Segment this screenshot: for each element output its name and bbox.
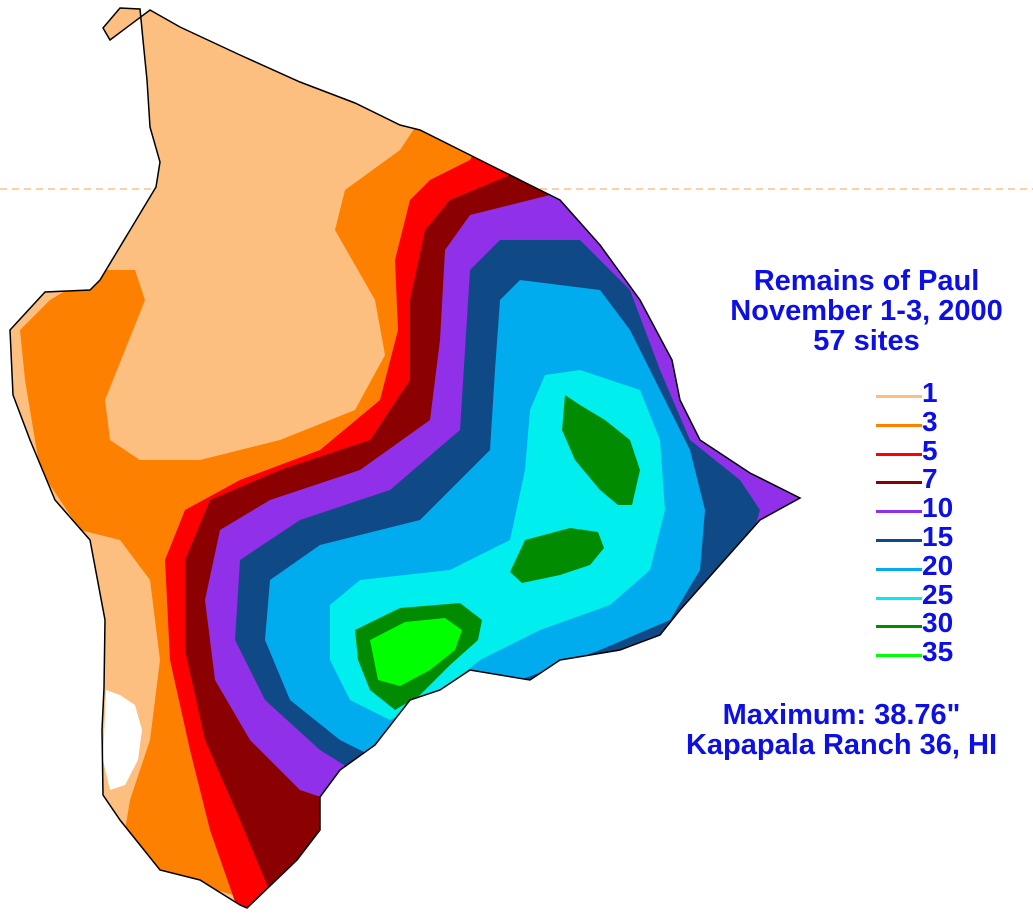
title-date-range: November 1-3, 2000 (730, 295, 1003, 327)
map-title: Remains of Paul November 1-3, 2000 57 si… (700, 266, 1033, 356)
legend-item: 1 (872, 377, 992, 408)
rainfall-contours (10, 8, 800, 908)
contour-band-30-north (562, 395, 640, 505)
legend-label: 7 (922, 463, 938, 495)
legend-swatch (876, 395, 922, 398)
legend-label: 15 (922, 520, 954, 552)
maximum-station: Kapapala Ranch 36, HI (685, 729, 998, 761)
legend-item: 3 (872, 405, 992, 437)
legend-swatch (876, 654, 922, 658)
legend-item: 5 (872, 434, 992, 466)
legend-swatch (876, 596, 922, 600)
title-storm-name: Remains of Paul (753, 265, 980, 297)
no-data-area (103, 690, 142, 790)
title-site-count: 57 sites (813, 325, 920, 357)
legend-label: 5 (922, 434, 938, 466)
legend-label: 1 (922, 377, 938, 408)
legend-label: 20 (922, 549, 954, 581)
legend-label: 3 (922, 405, 938, 437)
legend-swatch (876, 510, 922, 514)
legend-item: 30 (872, 607, 992, 639)
legend-item: 7 (872, 463, 992, 495)
island-outline (9, 7, 802, 909)
legend-swatch (876, 625, 922, 629)
contour-band-30-middle (510, 528, 604, 583)
legend-item: 20 (872, 549, 992, 581)
legend-label: 35 (922, 636, 954, 668)
legend-item: 15 (872, 520, 992, 552)
legend-label: 10 (922, 492, 954, 524)
maximum-value: Maximum: 38.76" (722, 699, 961, 731)
maximum-info: Maximum: 38.76" Kapapala Ranch 36, HI (650, 700, 1033, 760)
legend-item: 25 (872, 578, 992, 610)
contour-band-35 (370, 618, 462, 686)
legend-swatch (876, 452, 922, 456)
legend-item: 35 (872, 636, 992, 668)
legend-swatch (876, 423, 922, 427)
legend-label: 25 (922, 578, 954, 610)
legend-swatch (876, 481, 922, 485)
legend-swatch (876, 567, 922, 571)
legend-swatch (876, 538, 922, 542)
legend-label: 30 (922, 607, 954, 639)
rainfall-legend: 1 3 5 7 10 15 20 25 30 35 (872, 377, 992, 668)
legend-item: 10 (872, 492, 992, 524)
